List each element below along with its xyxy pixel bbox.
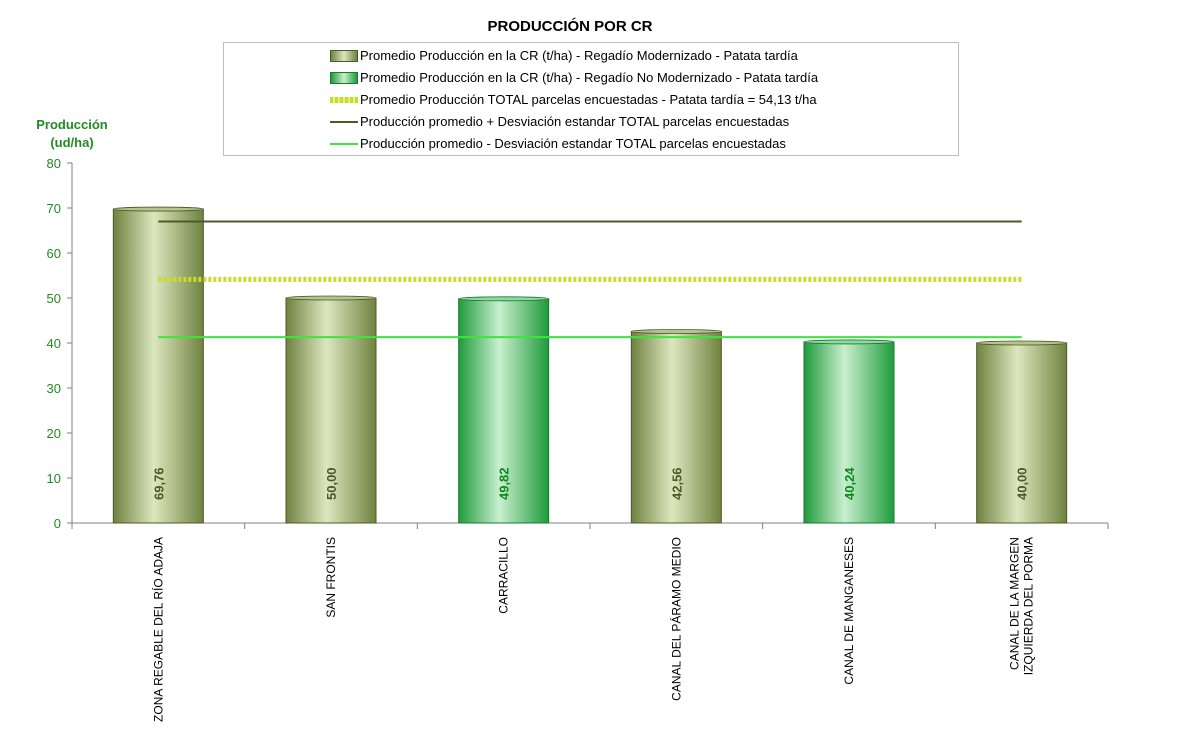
legend-swatch-no-modernizado bbox=[330, 72, 358, 84]
x-tick-label: SAN FRONTIS bbox=[324, 537, 338, 618]
x-tick-label: IZQUIERDA DEL PORMA bbox=[1022, 537, 1036, 675]
legend-swatch-promedio-total bbox=[330, 97, 358, 103]
legend-item-menos-desviacion: Producción promedio - Desviación estanda… bbox=[224, 133, 958, 155]
y-tick-label: 30 bbox=[47, 381, 61, 396]
legend-swatch-menos-desviacion bbox=[330, 143, 358, 145]
y-axis-title: Producción (ud/ha) bbox=[22, 116, 122, 152]
y-tick-label: 40 bbox=[47, 336, 61, 351]
bar-value-label: 40,00 bbox=[1015, 467, 1030, 500]
bar-value-label: 40,24 bbox=[842, 467, 857, 500]
x-tick-label: ZONA REGABLE DEL RÍO ADAJA bbox=[150, 537, 165, 722]
legend-label-no-modernizado: Promedio Producción en la CR (t/ha) - Re… bbox=[360, 70, 819, 85]
bar-value-label: 49,82 bbox=[497, 467, 512, 500]
bar bbox=[112, 208, 204, 524]
legend-item-modernizado: Promedio Producción en la CR (t/ha) - Re… bbox=[224, 45, 958, 67]
bar-top bbox=[458, 296, 550, 302]
x-tick-label: CARRACILLO bbox=[497, 537, 511, 614]
y-tick-label: 0 bbox=[54, 516, 61, 531]
x-tick-label: CANAL DEL PÁRAMO MEDIO bbox=[668, 537, 683, 701]
legend-swatch-modernizado bbox=[330, 50, 358, 62]
bar-top bbox=[112, 206, 204, 212]
chart-title: PRODUCCIÓN POR CR bbox=[487, 18, 653, 35]
legend-label-modernizado: Promedio Producción en la CR (t/ha) - Re… bbox=[360, 48, 798, 63]
y-tick-label: 10 bbox=[47, 471, 61, 486]
bar-value-label: 50,00 bbox=[324, 467, 339, 500]
y-tick-label: 20 bbox=[47, 426, 61, 441]
y-tick-label: 60 bbox=[47, 246, 61, 261]
legend-swatch-mas-desviacion bbox=[330, 121, 358, 123]
y-tick-label: 70 bbox=[47, 201, 61, 216]
bar-value-label: 42,56 bbox=[669, 467, 684, 500]
bar-top bbox=[630, 329, 722, 334]
legend-label-promedio-total: Promedio Producción TOTAL parcelas encue… bbox=[360, 92, 817, 107]
bar-top bbox=[803, 339, 895, 345]
legend-item-promedio-total: Promedio Producción TOTAL parcelas encue… bbox=[224, 89, 958, 111]
legend-label-mas-desviacion: Producción promedio + Desviación estanda… bbox=[360, 114, 790, 129]
bar bbox=[630, 330, 722, 524]
bar-value-label: 69,76 bbox=[151, 467, 166, 500]
bar bbox=[285, 297, 377, 524]
y-tick-label: 50 bbox=[47, 291, 61, 306]
legend-item-no-modernizado: Promedio Producción en la CR (t/ha) - Re… bbox=[224, 67, 958, 89]
plot-area: 0 10 20 30 40 50 60 70 80 69,76 50,00 49,82 42,56 40,… bbox=[47, 156, 1109, 722]
legend-item-mas-desviacion: Producción promedio + Desviación estanda… bbox=[224, 111, 958, 133]
bar-top bbox=[976, 340, 1068, 346]
y-tick-label: 80 bbox=[47, 156, 61, 171]
y-axis-title-line-2: (ud/ha) bbox=[50, 135, 94, 150]
x-tick-label: CANAL DE LA MARGEN bbox=[1008, 537, 1022, 670]
legend-label-menos-desviacion: Producción promedio - Desviación estanda… bbox=[360, 136, 786, 151]
legend: Promedio Producción en la CR (t/ha) - Re… bbox=[223, 42, 959, 156]
bar bbox=[976, 342, 1068, 524]
bar-top bbox=[285, 295, 377, 301]
y-axis-title-line-1: Producción bbox=[36, 117, 108, 132]
x-tick-label: CANAL DE MANGANESES bbox=[842, 537, 856, 685]
bar bbox=[803, 341, 895, 524]
